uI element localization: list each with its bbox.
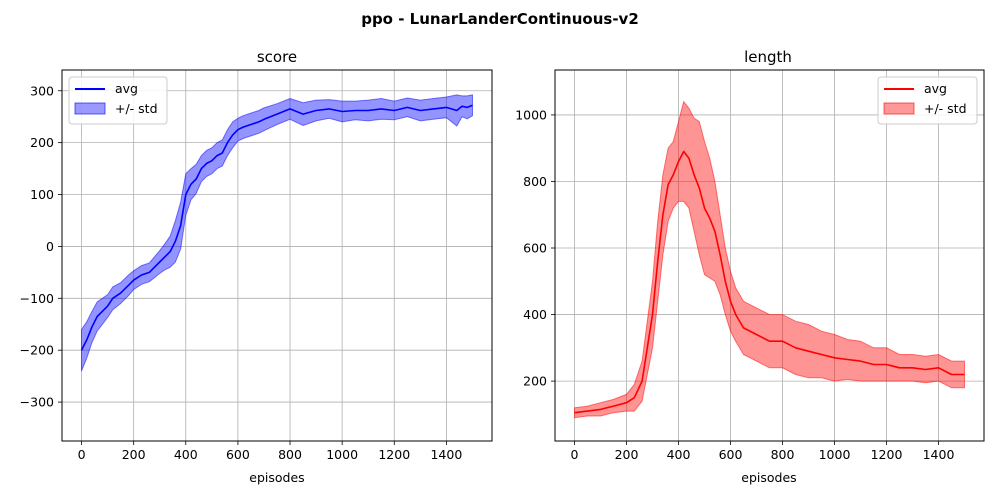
length-x-tick-label: 400	[667, 447, 691, 462]
length-x-tick-label: 1200	[871, 447, 903, 462]
score-x-tick-label: 1000	[326, 447, 358, 462]
length-avg-series-line	[574, 150, 965, 414]
legend-avg-label: avg	[924, 81, 947, 96]
length-chart-title: length	[744, 48, 792, 66]
score-x-tick-label: 1200	[378, 447, 410, 462]
score-ticks: 0 200 400 600 800 1000 1200 1400 −300 −200 −100 0 10…	[20, 83, 463, 462]
length-std-band-area	[574, 100, 965, 419]
score-std-band-area	[81, 94, 473, 372]
score-y-tick-label: 100	[30, 187, 54, 202]
score-x-tick-label: 600	[226, 447, 250, 462]
score-y-tick-label: 300	[30, 83, 54, 98]
length-y-tick-label: 200	[523, 374, 547, 389]
length-legend: avg +/- std	[877, 76, 978, 125]
length-x-tick-label: 0	[571, 447, 579, 462]
legend-std-swatch	[74, 102, 106, 115]
length-x-tick-label: 1400	[923, 447, 955, 462]
score-avg-series-line	[80, 104, 473, 351]
length-ticks: 0 200 400 600 800 1000 1200 1400 200 400 600 800 100…	[515, 107, 954, 462]
length-y-tick-label: 400	[523, 307, 547, 322]
score-y-tick-label: 200	[30, 135, 54, 150]
legend-std-label: +/- std	[924, 101, 967, 116]
score-x-tick-label: 0	[78, 447, 86, 462]
length-y-tick-label: 600	[523, 241, 547, 256]
score-grid	[62, 70, 492, 441]
score-x-axis-label: episodes	[249, 470, 304, 485]
legend-std-swatch	[883, 102, 915, 115]
length-x-tick-label: 200	[615, 447, 639, 462]
score-y-tick-label: −300	[20, 395, 54, 410]
length-y-tick-label: 1000	[515, 107, 547, 122]
score-chart-title: score	[257, 48, 297, 66]
figure-title: ppo - LunarLanderContinuous-v2	[361, 10, 639, 28]
score-x-tick-label: 800	[278, 447, 302, 462]
length-x-tick-label: 800	[771, 447, 795, 462]
score-panel: score 0 200 400 600 800 1000 1200 1400−300−200−…	[20, 48, 493, 485]
legend-std-label: +/- std	[115, 101, 158, 116]
length-y-tick-label: 800	[523, 174, 547, 189]
length-x-axis-label: episodes	[741, 470, 796, 485]
score-y-tick-label: −200	[20, 343, 54, 358]
score-avg-line	[80, 104, 473, 351]
score-x-tick-label: 400	[174, 447, 198, 462]
length-x-tick-label: 1000	[819, 447, 851, 462]
score-y-tick-label: −100	[20, 291, 54, 306]
length-grid	[555, 70, 984, 441]
length-panel: length 0 200 400 600 800 1000 1200 1400 200 400 60…	[515, 48, 985, 485]
length-std-band	[574, 100, 965, 419]
score-y-tick-label: 0	[46, 239, 54, 254]
legend-avg-label: avg	[115, 81, 138, 96]
length-axes-frame	[554, 69, 985, 442]
length-x-tick-label: 600	[719, 447, 743, 462]
score-x-tick-label: 200	[122, 447, 146, 462]
score-axes-frame	[61, 69, 493, 442]
score-legend: avg +/- std	[68, 76, 168, 125]
length-avg-line	[574, 150, 965, 414]
score-std-band	[81, 94, 473, 372]
score-x-tick-label: 1400	[430, 447, 462, 462]
